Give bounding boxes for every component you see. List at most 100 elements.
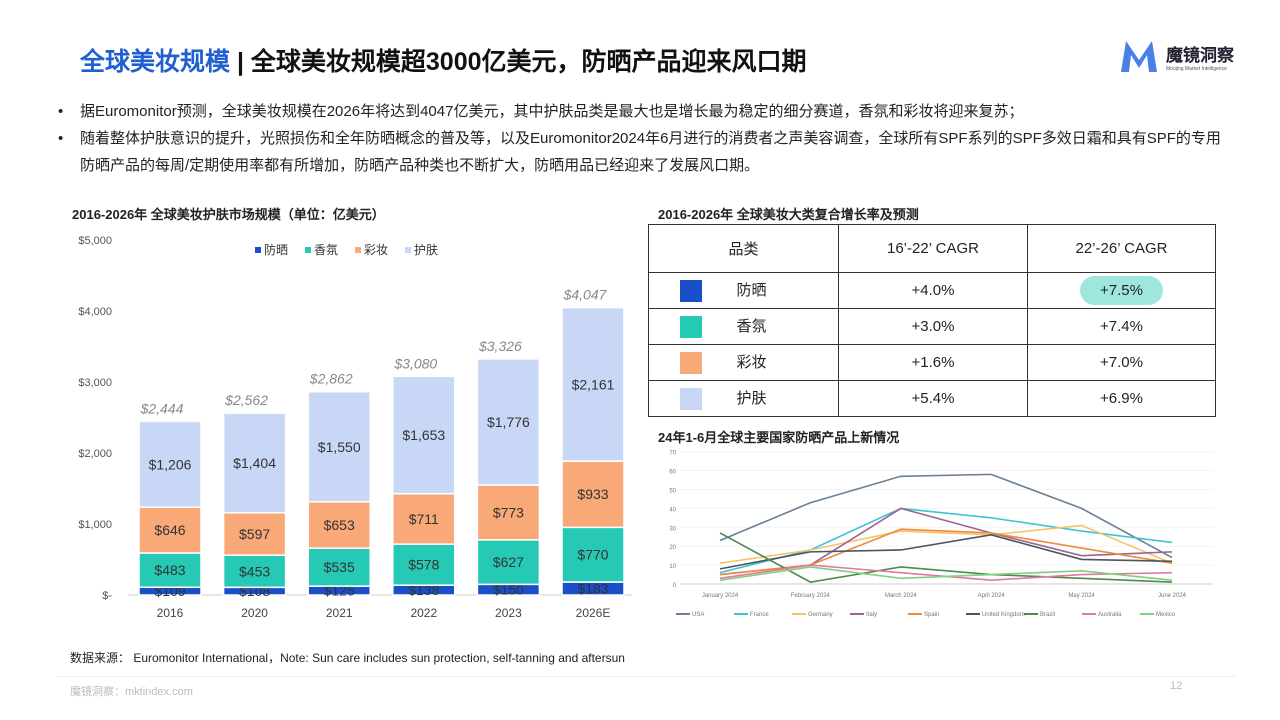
bar-segment — [476, 539, 541, 586]
col-header: 16’-22’ CAGR — [838, 224, 1028, 273]
legend-label: 彩妆 — [364, 243, 388, 257]
data-label: $138 — [408, 582, 439, 598]
legend-label: 香氛 — [314, 243, 338, 257]
bullet-list: 据Euromonitor预测，全球美妆规模在2026年将达到4047亿美元，其中… — [56, 98, 1226, 179]
data-label: $150 — [493, 582, 524, 598]
legend-label: 防晒 — [264, 242, 288, 257]
bar-chart-title: 2016-2026年 全球美妆护肤市场规模（单位：亿美元） — [72, 207, 385, 222]
data-label: $597 — [239, 526, 270, 542]
category-swatch — [680, 316, 703, 339]
x-tick-label: January 2024 — [702, 593, 739, 599]
x-tick-label: February 2024 — [791, 593, 831, 599]
x-tick-label: 2023 — [495, 606, 522, 620]
legend-swatch — [355, 247, 361, 253]
line-chart-title: 24年1-6月全球主要国家防晒产品上新情况 — [658, 430, 900, 445]
legend-label: Mexico — [1156, 612, 1176, 618]
category-cell: 彩妆 — [648, 344, 839, 381]
title-sep: | — [230, 48, 251, 76]
bar-segment — [561, 526, 625, 583]
data-label: $627 — [493, 554, 524, 570]
cagr-16-22: +3.0% — [838, 308, 1028, 345]
series-line — [719, 507, 1173, 574]
logo-sub: Moojing Market Intelligence — [1166, 65, 1227, 72]
x-tick-label: 2020 — [241, 606, 268, 620]
bar-segment — [138, 506, 202, 554]
total-label: $2,862 — [309, 371, 353, 387]
category-name: 防晒 — [736, 281, 767, 299]
page-number: 12 — [1170, 680, 1183, 692]
x-tick-label: June 2024 — [1158, 593, 1187, 599]
cagr-22-26: +7.4% — [1027, 308, 1216, 345]
y-tick-label: 10 — [669, 564, 676, 570]
highlight: +7.5% — [1080, 276, 1163, 305]
x-tick-label: 2026E — [576, 606, 611, 620]
table-row: 香氛 +3.0% +7.4% — [648, 308, 1216, 345]
data-label: $711 — [409, 511, 439, 527]
data-label: $646 — [154, 522, 185, 538]
y-tick-label: 30 — [669, 526, 676, 532]
total-label: $3,326 — [478, 338, 522, 354]
y-tick-label: $3,000 — [78, 377, 112, 389]
data-label: $1,776 — [487, 414, 530, 430]
x-tick-label: April 2024 — [978, 593, 1006, 599]
legend-label: Brazil — [1040, 612, 1055, 618]
total-label: $2,444 — [140, 400, 184, 416]
table-title: 2016-2026年 全球美妆大类复合增长率及预测 — [658, 207, 919, 222]
footer-divider — [56, 676, 1236, 677]
col-header: 22’-26’ CAGR — [1027, 224, 1216, 273]
category-swatch — [680, 388, 703, 411]
cagr-22-26: +6.9% — [1027, 380, 1216, 417]
total-label: $4,047 — [563, 287, 608, 303]
data-label: $535 — [324, 559, 355, 575]
footer-site: 魔镜洞察：mktindex.com — [70, 686, 193, 698]
bar-segment — [222, 412, 287, 514]
y-tick-label: 20 — [669, 545, 676, 551]
page-title: 全球美妆规模 | 全球美妆规模超3000亿美元，防晒产品迎来风口期 — [80, 42, 807, 78]
legend-label: 护肤 — [414, 242, 438, 257]
title-accent: 全球美妆规模 — [80, 48, 231, 76]
logo-name: 魔镜洞察 — [1166, 45, 1234, 65]
y-tick-label: 70 — [669, 451, 676, 457]
cagr-table: 品类 16’-22’ CAGR 22’-26’ CAGR 防晒 +4.0% +7.5… — [648, 224, 1216, 417]
category-name: 彩妆 — [736, 353, 767, 371]
legend-swatch — [405, 247, 411, 253]
category-name: 香氛 — [736, 317, 767, 335]
table-header-row: 品类 16’-22’ CAGR 22’-26’ CAGR — [648, 224, 1216, 273]
cagr-16-22: +5.4% — [838, 380, 1028, 417]
logo: 魔镜洞察 Moojing Market Intelligence — [1118, 38, 1234, 74]
bar-segment — [392, 375, 456, 495]
data-label: $453 — [239, 563, 270, 579]
data-label: $578 — [408, 557, 439, 573]
legend-label: United Kingdom — [982, 612, 1025, 618]
table-row: 护肤 +5.4% +6.9% — [648, 380, 1216, 417]
category-swatch — [680, 280, 703, 303]
legend-label: Italy — [866, 612, 877, 618]
data-label: $773 — [493, 504, 524, 520]
cagr-16-22: +4.0% — [838, 272, 1028, 309]
cagr-16-22: +1.6% — [838, 344, 1028, 381]
y-tick-label: $1,000 — [78, 519, 112, 531]
series-line — [719, 524, 1173, 565]
category-cell: 护肤 — [648, 380, 839, 417]
bar-segment — [561, 306, 625, 462]
bar-segment — [476, 358, 541, 486]
total-label: $3,080 — [393, 355, 437, 371]
y-tick-label: $4,000 — [78, 306, 112, 318]
bar-segment — [307, 547, 371, 587]
table-row: 防晒 +4.0% +7.5% — [648, 272, 1216, 309]
legend-swatch — [255, 247, 261, 253]
line-chart: 0 10 20 30 40 50 60 70 January 2024 February 2024… — [669, 451, 1213, 618]
title-main: 全球美妆规模超3000亿美元，防晒产品迎来风口期 — [250, 48, 807, 76]
y-tick-label: 60 — [669, 470, 676, 476]
source-note: 数据来源： Euromonitor International，Note: Su… — [70, 651, 625, 665]
y-tick-label: 40 — [669, 507, 676, 513]
x-tick-label: May 2024 — [1068, 593, 1095, 599]
category-name: 护肤 — [736, 389, 767, 407]
bar-segment — [307, 390, 371, 503]
category-swatch — [680, 352, 703, 375]
category-cell: 香氛 — [648, 308, 839, 345]
series-line — [719, 534, 1173, 570]
data-label: $933 — [577, 486, 608, 502]
data-label: $2,161 — [572, 376, 615, 392]
bullet-item: 据Euromonitor预测，全球美妆规模在2026年将达到4047亿美元，其中… — [56, 98, 1226, 125]
